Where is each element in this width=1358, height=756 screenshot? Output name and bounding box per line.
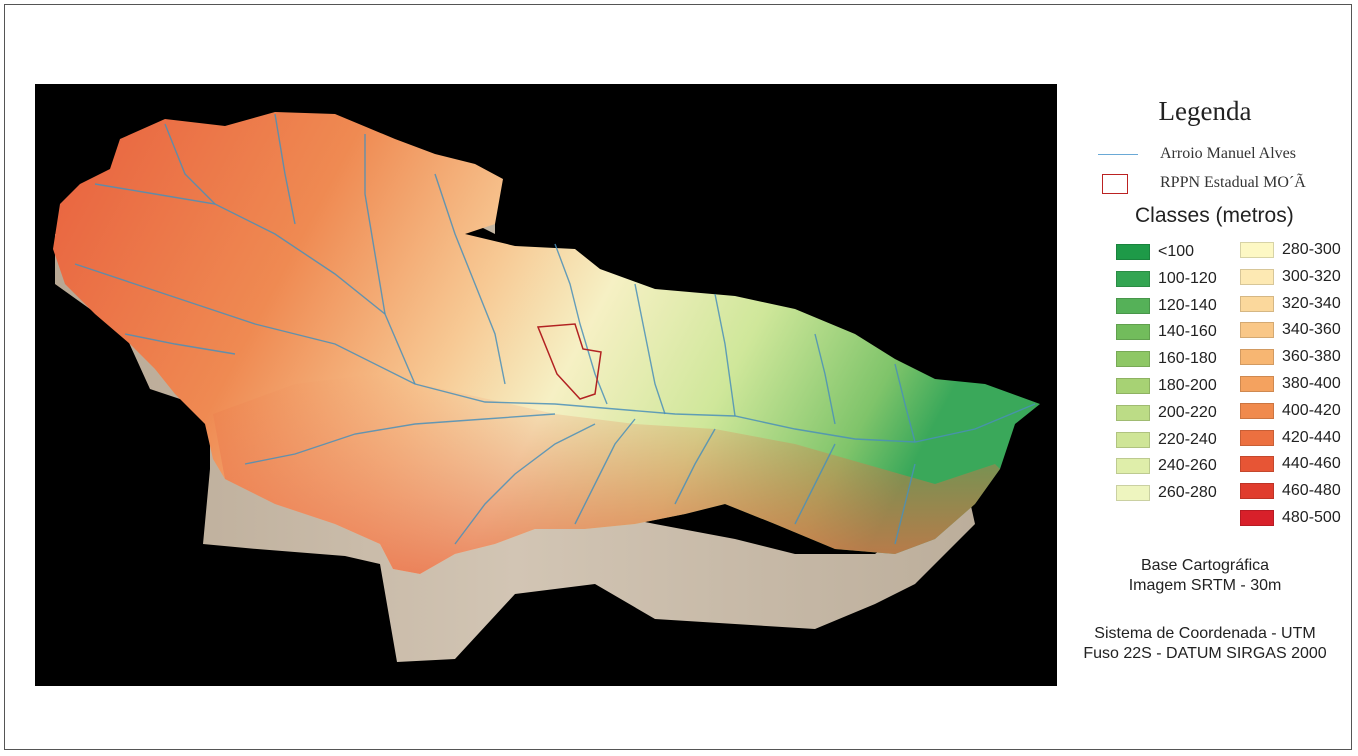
class-item: 240-260 bbox=[1116, 456, 1217, 476]
crs-line-2: Fuso 22S - DATUM SIRGAS 2000 bbox=[1083, 645, 1327, 662]
class-item: 100-120 bbox=[1116, 269, 1217, 289]
class-swatch bbox=[1116, 324, 1150, 341]
class-swatch bbox=[1116, 485, 1150, 502]
legend-river-label: Arroio Manuel Alves bbox=[1160, 145, 1296, 162]
class-swatch bbox=[1240, 483, 1274, 500]
class-label: 200-220 bbox=[1158, 403, 1217, 421]
base-cartografica-value: Imagem SRTM - 30m bbox=[1128, 577, 1282, 594]
class-item: 200-220 bbox=[1116, 403, 1217, 423]
classes-title: Classes (metros) bbox=[1135, 204, 1294, 227]
class-label: 240-260 bbox=[1158, 457, 1217, 475]
class-swatch bbox=[1240, 349, 1274, 366]
class-label: <100 bbox=[1158, 243, 1195, 260]
class-item: 340-360 bbox=[1240, 320, 1341, 340]
class-swatch bbox=[1240, 429, 1274, 446]
terrain-surface bbox=[53, 112, 1040, 574]
class-label: 100-120 bbox=[1158, 269, 1217, 287]
class-swatch bbox=[1116, 404, 1150, 421]
class-swatch bbox=[1240, 510, 1274, 526]
legend-title: Legenda bbox=[1158, 96, 1252, 126]
terrain-3d-map bbox=[35, 84, 1057, 686]
class-swatch bbox=[1240, 295, 1274, 312]
crs-line-1: Sistema de Coordenada - UTM bbox=[1094, 625, 1316, 642]
class-item: 180-200 bbox=[1116, 376, 1217, 396]
base-cartografica-title: Base Cartográfica bbox=[1140, 557, 1270, 574]
class-swatch bbox=[1240, 322, 1274, 339]
rppn-box-icon bbox=[1102, 174, 1128, 194]
class-label: 360-380 bbox=[1282, 348, 1341, 366]
class-item: 260-280 bbox=[1116, 483, 1217, 503]
class-swatch bbox=[1240, 402, 1274, 419]
class-item: 480-500 bbox=[1240, 508, 1341, 528]
legend-rppn-label: RPPN Estadual MO´Ã bbox=[1160, 174, 1306, 191]
figure-frame bbox=[4, 4, 1352, 750]
map-legend: Legenda Arroio Manuel Alves RPPN Estadua… bbox=[1060, 84, 1350, 686]
class-swatch bbox=[1116, 297, 1150, 314]
class-item: 300-320 bbox=[1240, 267, 1341, 287]
class-label: 400-420 bbox=[1282, 401, 1341, 419]
class-label: 460-480 bbox=[1282, 482, 1341, 500]
class-label: 220-240 bbox=[1158, 430, 1217, 448]
class-swatch bbox=[1116, 378, 1150, 394]
class-item: 140-160 bbox=[1116, 322, 1217, 342]
class-label: 440-460 bbox=[1282, 455, 1341, 473]
class-label: 340-360 bbox=[1282, 321, 1341, 339]
class-label: 260-280 bbox=[1158, 484, 1217, 502]
class-item: 220-240 bbox=[1116, 430, 1217, 450]
class-swatch bbox=[1116, 458, 1150, 475]
class-swatch bbox=[1116, 244, 1150, 260]
class-item: 400-420 bbox=[1240, 401, 1341, 421]
class-item: 420-440 bbox=[1240, 428, 1341, 448]
class-item: 280-300 bbox=[1240, 240, 1341, 260]
terrain-svg bbox=[53, 112, 1040, 662]
class-item: 160-180 bbox=[1116, 349, 1217, 369]
class-swatch bbox=[1240, 456, 1274, 473]
class-item: 320-340 bbox=[1240, 294, 1341, 314]
class-label: 320-340 bbox=[1282, 294, 1341, 312]
class-item: 380-400 bbox=[1240, 374, 1341, 394]
class-swatch bbox=[1240, 376, 1274, 392]
rppn-boundary bbox=[536, 323, 602, 400]
class-swatch bbox=[1116, 351, 1150, 368]
class-label: 180-200 bbox=[1158, 377, 1217, 394]
class-swatch bbox=[1240, 242, 1274, 258]
class-item: 120-140 bbox=[1116, 296, 1217, 316]
class-item: 440-460 bbox=[1240, 454, 1341, 474]
class-item: <100 bbox=[1116, 242, 1194, 262]
class-label: 140-160 bbox=[1158, 323, 1217, 341]
class-swatch bbox=[1116, 431, 1150, 448]
class-label: 280-300 bbox=[1282, 241, 1341, 258]
class-swatch bbox=[1240, 268, 1274, 285]
class-item: 460-480 bbox=[1240, 481, 1341, 501]
class-label: 160-180 bbox=[1158, 350, 1217, 368]
class-label: 120-140 bbox=[1158, 296, 1217, 314]
river-network bbox=[74, 113, 1036, 545]
class-label: 380-400 bbox=[1282, 375, 1341, 392]
class-label: 480-500 bbox=[1282, 509, 1341, 526]
class-label: 300-320 bbox=[1282, 267, 1341, 285]
class-item: 360-380 bbox=[1240, 347, 1341, 367]
river-line-icon bbox=[1098, 154, 1138, 155]
class-swatch bbox=[1116, 270, 1150, 287]
class-label: 420-440 bbox=[1282, 428, 1341, 446]
